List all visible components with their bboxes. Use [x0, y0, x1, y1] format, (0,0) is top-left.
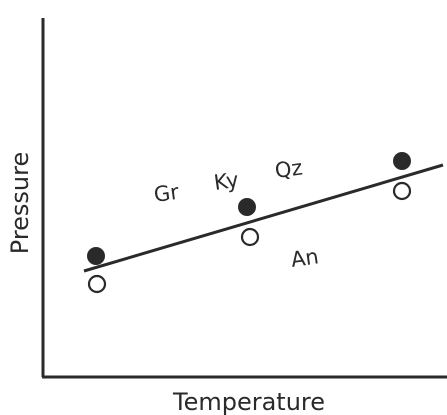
label-an: An — [289, 244, 320, 272]
label-qz: Qz — [273, 155, 304, 183]
open-point-2 — [240, 227, 260, 247]
x-axis-label: Temperature — [172, 388, 325, 415]
label-gr: Gr — [152, 180, 180, 207]
open-point-1 — [87, 274, 107, 294]
open-point-3 — [392, 181, 412, 201]
filled-point-3 — [393, 152, 411, 170]
filled-point-1 — [87, 247, 105, 265]
y-axis-label: Pressure — [6, 152, 34, 254]
label-ky: Ky — [212, 168, 240, 195]
filled-point-2 — [238, 198, 256, 216]
reaction-boundary-line — [83, 163, 444, 273]
